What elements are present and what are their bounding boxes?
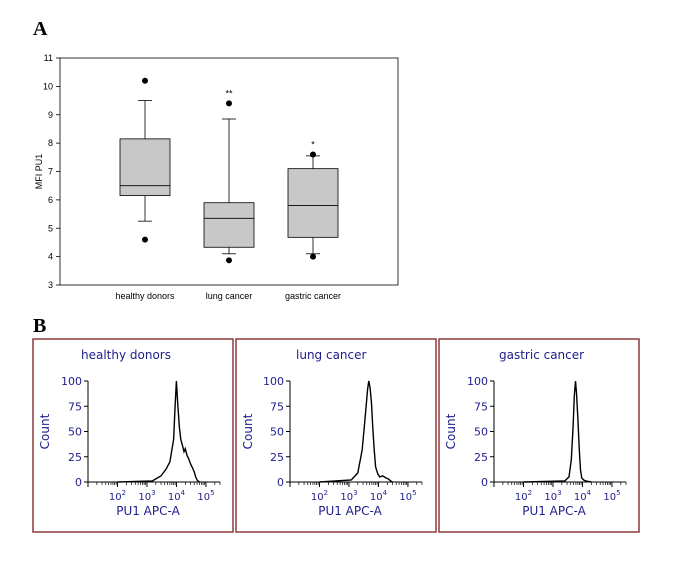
x-tick-label: 103 — [544, 489, 561, 503]
histogram-frame-gastric-cancer — [438, 338, 640, 533]
y-axis-label: MFI PU1 — [34, 154, 44, 190]
y-tick-label: 75 — [68, 400, 82, 413]
x-tick-label: 104 — [574, 489, 592, 503]
x-category-label: lung cancer — [206, 291, 253, 301]
y-tick-label: 9 — [48, 110, 53, 120]
y-tick-label: 11 — [44, 53, 53, 63]
x-tick-label: 103 — [340, 489, 357, 503]
box-healthy-donors — [119, 138, 171, 197]
y-tick-label: 50 — [474, 426, 488, 439]
y-tick-label: 25 — [68, 451, 82, 464]
y-tick-label: 3 — [48, 280, 53, 290]
x-tick-label: 105 — [399, 489, 416, 503]
x-category-label: gastric cancer — [285, 291, 341, 301]
x-axis-label: PU1 APC-A — [522, 504, 586, 518]
y-tick-label: 0 — [481, 476, 488, 489]
box-lung-cancer — [203, 202, 255, 248]
y-tick-label: 10 — [43, 81, 53, 91]
x-tick-label: 102 — [109, 489, 126, 503]
x-tick-label: 104 — [168, 489, 186, 503]
y-axis-label: Count — [444, 413, 458, 449]
histogram-title: lung cancer — [296, 348, 367, 362]
histogram-frame-healthy-donors — [32, 338, 234, 533]
outlier-point — [142, 236, 148, 243]
outlier-point — [142, 77, 148, 84]
x-tick-label: 104 — [370, 489, 388, 503]
y-tick-label: 75 — [270, 400, 284, 413]
y-axis-label: Count — [241, 413, 255, 449]
y-tick-label: 100 — [263, 375, 284, 388]
histogram-title: healthy donors — [81, 348, 171, 362]
y-tick-label: 8 — [48, 138, 53, 148]
panel-label-a: A — [33, 18, 48, 40]
x-axis-label: PU1 APC-A — [318, 504, 382, 518]
y-axis-label: Count — [38, 413, 52, 449]
outlier-point — [226, 257, 232, 264]
x-tick-label: 103 — [138, 489, 155, 503]
y-tick-label: 7 — [48, 167, 53, 177]
histogram-frame-lung-cancer — [235, 338, 437, 533]
outlier-point — [310, 151, 316, 158]
x-tick-label: 102 — [311, 489, 328, 503]
y-tick-label: 25 — [270, 451, 284, 464]
y-tick-label: 4 — [48, 252, 53, 262]
y-tick-label: 0 — [277, 476, 284, 489]
y-tick-label: 0 — [75, 476, 82, 489]
y-tick-label: 50 — [68, 426, 82, 439]
x-tick-label: 102 — [515, 489, 532, 503]
y-tick-label: 100 — [467, 375, 488, 388]
y-tick-label: 25 — [474, 451, 488, 464]
histogram-title: gastric cancer — [499, 348, 584, 362]
box-gastric-cancer — [287, 168, 339, 238]
x-axis-label: PU1 APC-A — [116, 504, 180, 518]
outlier-point — [226, 100, 232, 107]
significance-marker: ** — [225, 88, 233, 98]
y-tick-label: 75 — [474, 400, 488, 413]
y-tick-label: 5 — [48, 223, 53, 233]
histogram-line-lung-cancer — [319, 380, 393, 483]
panel-label-b: B — [33, 315, 47, 337]
x-tick-label: 105 — [197, 489, 214, 503]
histogram-line-gastric-cancer — [523, 380, 592, 483]
y-tick-label: 50 — [270, 426, 284, 439]
significance-marker: * — [311, 139, 315, 149]
outlier-point — [310, 253, 316, 260]
x-tick-label: 105 — [603, 489, 620, 503]
y-tick-label: 100 — [61, 375, 82, 388]
x-category-label: healthy donors — [115, 291, 175, 301]
y-tick-label: 6 — [48, 195, 53, 205]
histogram-line-healthy-donors — [117, 380, 200, 483]
